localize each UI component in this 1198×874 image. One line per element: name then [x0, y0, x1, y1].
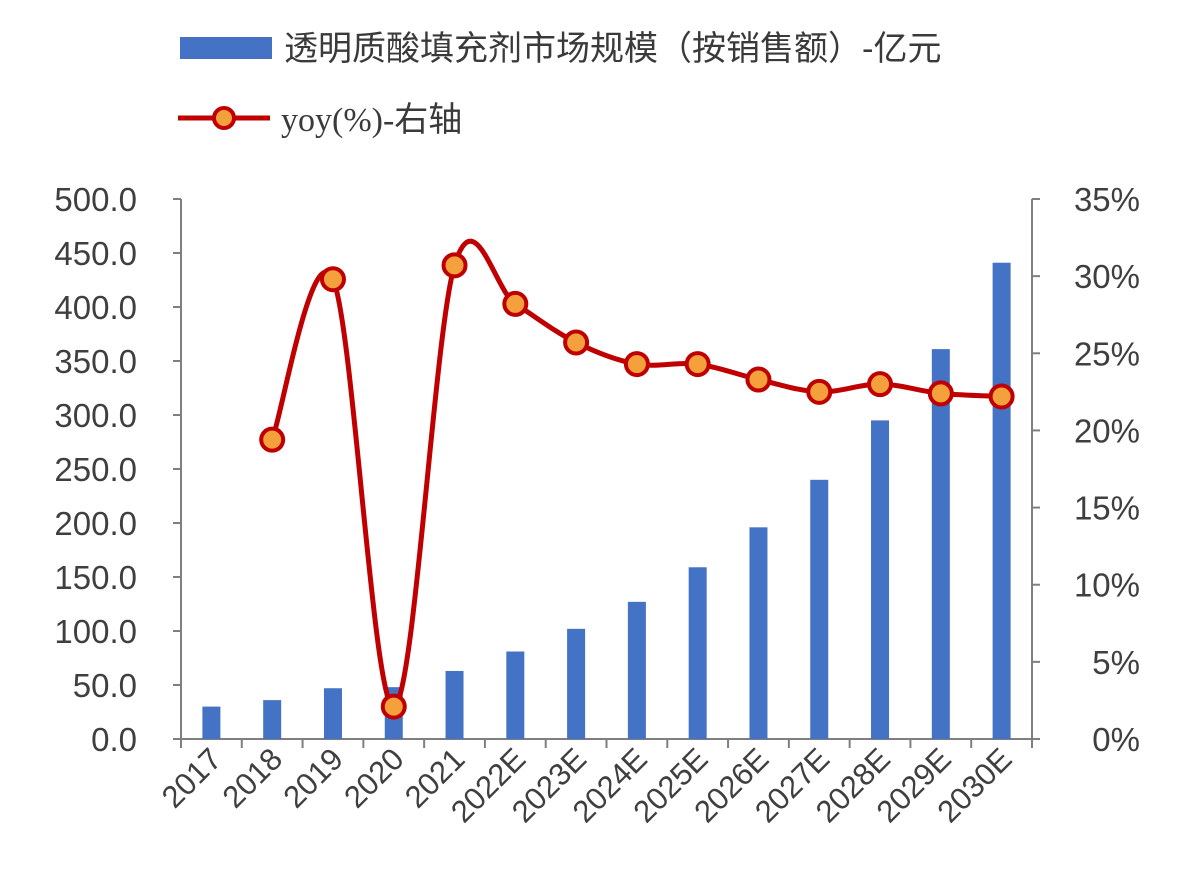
right-tick-label: 5%: [1092, 644, 1140, 681]
x-tick-label: 2019: [276, 741, 350, 815]
left-axis: 0.0 50.0 100.0 150.0 200.0 250.0 300.0 350.0 400…: [54, 181, 182, 758]
yoy-point-2023E: [563, 329, 590, 356]
yoy-point-2019: [319, 266, 346, 293]
legend-label-bar: 透明质酸填充剂市场规模（按销售额）-亿元: [284, 29, 942, 69]
left-tick-label: 250.0: [54, 451, 137, 488]
bar-2018: [263, 700, 282, 739]
x-tick-label: 2017: [155, 741, 229, 815]
right-tick-label: 35%: [1074, 181, 1140, 218]
left-tick-label: 300.0: [54, 397, 137, 434]
bar-2024E: [627, 601, 646, 739]
left-tick-label: 350.0: [54, 343, 137, 380]
yoy-point-2022E: [502, 290, 529, 317]
x-tick-label: 2020: [337, 741, 411, 815]
bar-2030E: [992, 262, 1011, 739]
yoy-point-2030E: [988, 383, 1015, 410]
bar-2021: [445, 670, 464, 739]
bar-series: [202, 262, 1011, 739]
right-tick-label: 20%: [1074, 412, 1140, 449]
bar-2019: [323, 688, 342, 739]
bar-2025E: [688, 567, 707, 739]
legend-swatch-bar: [180, 37, 272, 59]
yoy-point-2027E: [806, 378, 833, 405]
bar-2027E: [810, 479, 829, 739]
bar-2029E: [931, 349, 950, 739]
bar-2023E: [567, 628, 586, 739]
right-axis: 0% 5% 10% 15% 20% 25% 30% 35%: [1031, 181, 1140, 758]
left-tick-label: 150.0: [54, 559, 137, 596]
yoy-point-2029E: [927, 380, 954, 407]
legend-label-line: yoy(%)-右轴: [281, 101, 462, 139]
x-axis: 201720182019202020212022E2023E2024E2025E…: [155, 738, 1033, 829]
yoy-point-2018: [259, 426, 286, 453]
yoy-point-2026E: [745, 366, 772, 393]
left-tick-label: 0.0: [91, 721, 137, 758]
right-tick-label: 0%: [1092, 721, 1140, 758]
left-tick-label: 500.0: [54, 181, 137, 218]
left-tick-label: 100.0: [54, 613, 137, 650]
bar-2026E: [749, 527, 768, 739]
legend: 透明质酸填充剂市场规模（按销售额）-亿元 yoy(%)-右轴: [178, 29, 942, 139]
left-tick-label: 50.0: [73, 667, 137, 704]
yoy-point-2028E: [867, 371, 894, 398]
bar-2028E: [871, 420, 890, 739]
left-tick-label: 400.0: [54, 289, 137, 326]
right-tick-label: 15%: [1074, 490, 1140, 527]
yoy-point-2020: [380, 693, 407, 720]
yoy-point-2024E: [623, 351, 650, 378]
right-tick-label: 30%: [1074, 258, 1140, 295]
yoy-point-2021: [441, 252, 468, 279]
line-series: [259, 238, 1015, 720]
bar-2022E: [506, 651, 525, 739]
left-tick-label: 450.0: [54, 235, 137, 272]
yoy-point-2025E: [684, 351, 711, 378]
legend-swatch-marker: [212, 106, 236, 130]
right-tick-label: 25%: [1074, 335, 1140, 372]
right-tick-label: 10%: [1074, 567, 1140, 604]
bar-2017: [202, 706, 221, 739]
left-tick-label: 200.0: [54, 505, 137, 542]
x-tick-label: 2018: [216, 741, 290, 815]
